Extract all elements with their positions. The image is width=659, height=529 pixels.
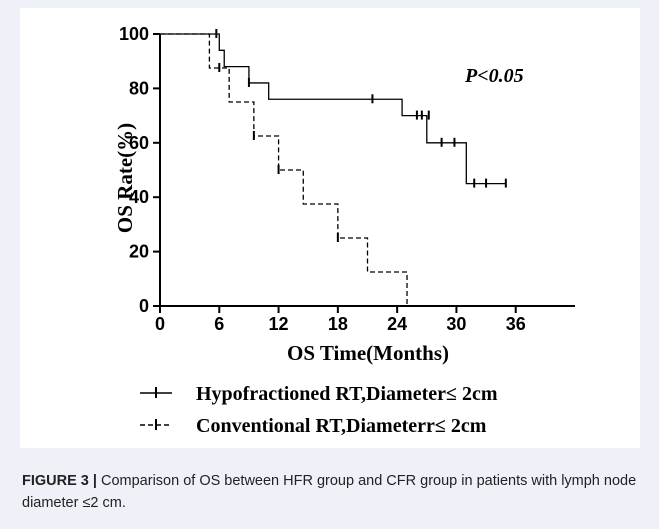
x-axis-title: OS Time(Months) bbox=[287, 341, 449, 365]
y-axis-title: OS Rate(%) bbox=[113, 123, 137, 233]
survival-curves bbox=[160, 29, 507, 306]
x-tick-label: 24 bbox=[387, 314, 407, 334]
x-tick-label: 30 bbox=[446, 314, 466, 334]
caption-text: Comparison of OS between HFR group and C… bbox=[22, 473, 637, 511]
series-line-2 bbox=[160, 33, 408, 306]
y-tick-label: 80 bbox=[129, 78, 149, 98]
figure-caption: FIGURE 3 | Comparison of OS between HFR … bbox=[22, 470, 637, 514]
axes: 0 6 12 18 24 30 36 0 20 40 60 80 100 bbox=[119, 24, 575, 334]
legend: Hypofractioned RT,Diameter≤ 2cm Conventio… bbox=[140, 383, 498, 437]
chart-panel: 0 6 12 18 24 30 36 0 20 40 60 80 100 P<0.05 OS Time(… bbox=[20, 8, 640, 448]
x-tick-label: 12 bbox=[269, 314, 289, 334]
series-line-1 bbox=[160, 33, 506, 185]
y-tick-label: 40 bbox=[129, 187, 149, 207]
x-tick-label: 0 bbox=[155, 314, 165, 334]
km-chart: 0 6 12 18 24 30 36 0 20 40 60 80 100 P<0.05 OS Time(… bbox=[113, 24, 575, 437]
legend-label-1: Hypofractioned RT,Diameter≤ 2cm bbox=[196, 383, 498, 405]
y-tick-label: 0 bbox=[139, 296, 149, 316]
y-tick-label: 20 bbox=[129, 242, 149, 262]
p-value-annotation: P<0.05 bbox=[464, 65, 524, 87]
caption-label: FIGURE 3 | bbox=[22, 473, 97, 489]
x-tick-label: 18 bbox=[328, 314, 348, 334]
x-tick-label: 36 bbox=[506, 314, 526, 334]
x-tick-label: 6 bbox=[214, 314, 224, 334]
y-tick-label: 100 bbox=[119, 24, 149, 44]
legend-label-2: Conventional RT,Diameterr≤ 2cm bbox=[196, 415, 487, 437]
y-tick-label: 60 bbox=[129, 133, 149, 153]
